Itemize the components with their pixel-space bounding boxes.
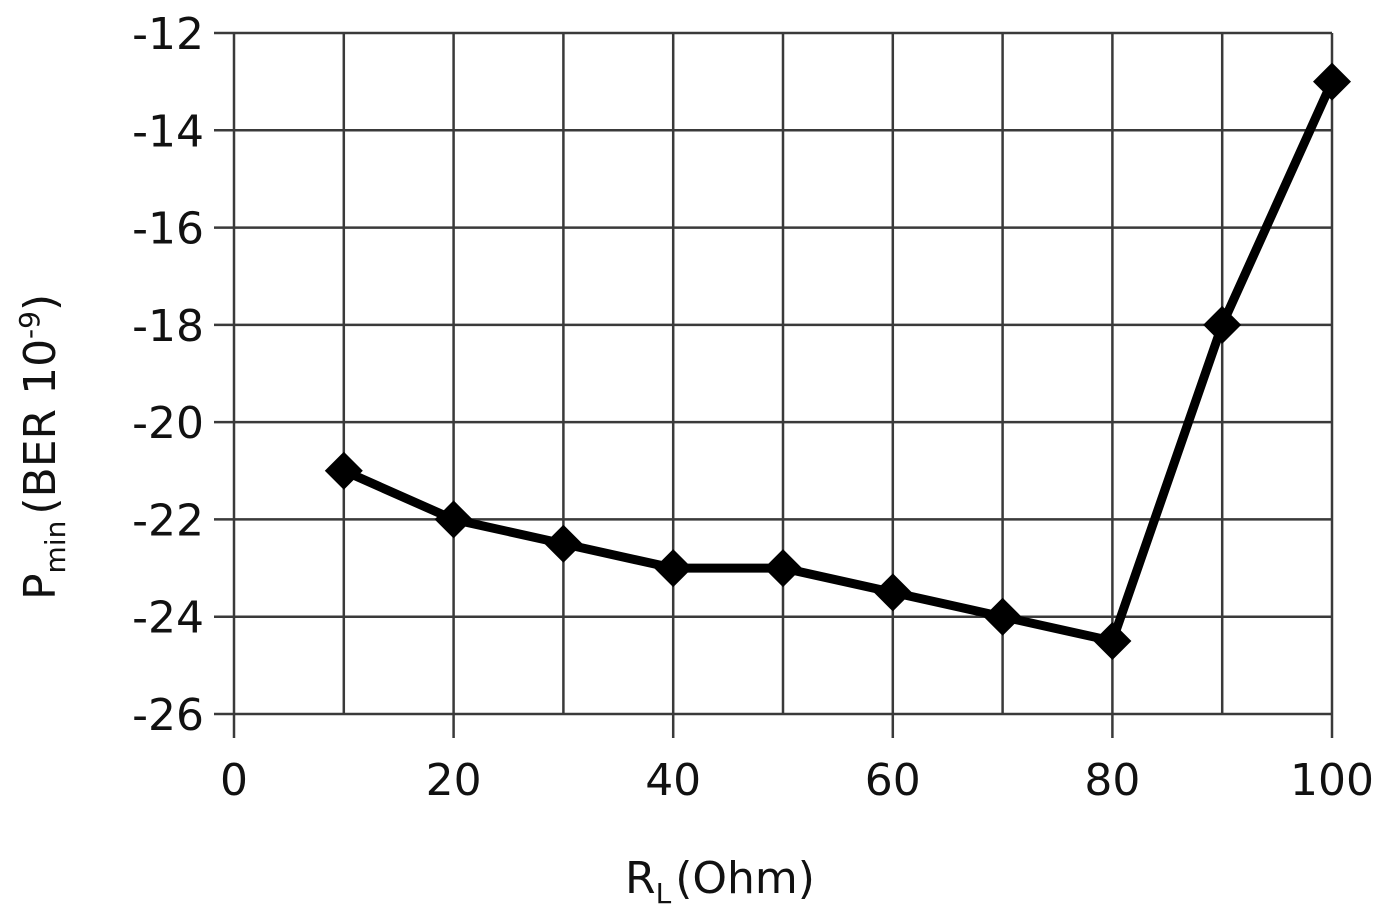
x-tick-label: 20 xyxy=(426,755,482,806)
y-tick-label: -16 xyxy=(132,204,204,255)
data-series xyxy=(324,62,1351,661)
y-tick-label: -12 xyxy=(132,9,204,60)
y-tick-label: -24 xyxy=(132,593,204,644)
y-tick-label: -18 xyxy=(132,301,204,352)
x-axis-tick-labels: 0 20 40 60 80 100 xyxy=(220,755,1374,806)
diamond-marker xyxy=(544,524,583,563)
x-tick-label: 80 xyxy=(1084,755,1140,806)
x-tick-label: 100 xyxy=(1290,755,1374,806)
diamond-marker xyxy=(434,500,473,539)
horizontal-gridlines xyxy=(214,31,1332,716)
diamond-marker xyxy=(764,549,802,588)
y-tick-label: -14 xyxy=(132,106,204,157)
diamond-marker xyxy=(1093,622,1132,661)
diamond-marker xyxy=(324,451,363,490)
y-axis-title: Pmin(BER 10-9) xyxy=(13,294,72,600)
x-tick-label: 40 xyxy=(645,755,701,806)
diamond-marker xyxy=(1203,305,1242,344)
diamond-marker xyxy=(1313,62,1351,101)
diamond-marker xyxy=(983,597,1022,636)
y-tick-label: -22 xyxy=(132,495,204,546)
y-axis-tick-labels: -12 -14 -16 -18 -20 -22 -24 -26 xyxy=(132,9,204,741)
diamond-marker xyxy=(654,549,693,588)
diamond-marker xyxy=(873,573,912,612)
vertical-gridlines xyxy=(232,33,1334,738)
y-tick-label: -26 xyxy=(132,690,204,741)
y-tick-label: -20 xyxy=(132,398,204,449)
x-tick-label: 60 xyxy=(865,755,921,806)
series-line xyxy=(341,79,1337,646)
x-axis-title: RL(Ohm) xyxy=(625,853,815,910)
x-tick-label: 0 xyxy=(220,755,248,806)
